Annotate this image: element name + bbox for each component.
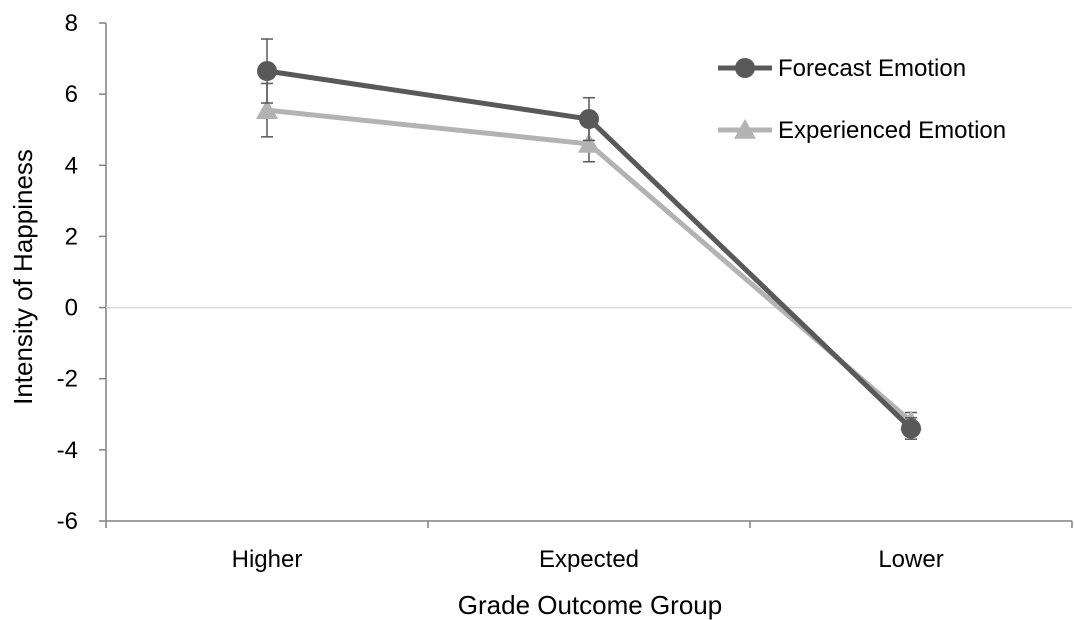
- y-tick-label: 2: [65, 223, 78, 250]
- legend-swatch-marker: [735, 58, 755, 78]
- series-forecast-emotion: [257, 38, 921, 440]
- legend-item: Experienced Emotion: [718, 117, 1006, 144]
- plot-area: 8 6 4 2 0 -2 -4 -6 Higher Expected Lower: [57, 10, 1073, 573]
- y-ticks: 8 6 4 2 0 -2 -4 -6: [57, 10, 106, 535]
- legend: Forecast Emotion Experienced Emotion: [718, 55, 1006, 144]
- series-layer: [256, 38, 922, 440]
- data-point: [901, 418, 921, 439]
- legend-item: Forecast Emotion: [718, 55, 966, 82]
- y-tick-label: 0: [65, 295, 78, 322]
- legend-label: Forecast Emotion: [778, 55, 966, 82]
- x-tick-label: Expected: [539, 546, 639, 573]
- data-point: [578, 132, 600, 153]
- x-axis-title: Grade Outcome Group: [458, 590, 722, 620]
- data-point: [256, 99, 278, 119]
- x-tick-label: Lower: [878, 546, 943, 573]
- y-axis-title: Intensity of Happiness: [8, 149, 38, 405]
- data-point: [257, 61, 277, 82]
- y-tick-label: 4: [65, 152, 78, 179]
- y-tick-label: -4: [57, 437, 78, 464]
- legend-label: Experienced Emotion: [778, 117, 1006, 144]
- y-tick-label: 6: [65, 81, 78, 108]
- y-tick-label: 8: [65, 10, 78, 37]
- y-tick-label: -2: [57, 366, 78, 393]
- data-point: [579, 109, 599, 130]
- y-tick-label: -6: [57, 508, 78, 535]
- x-ticks: Higher Expected Lower: [105, 521, 1073, 573]
- legend-swatch-marker: [734, 119, 756, 139]
- x-tick-label: Higher: [232, 546, 303, 573]
